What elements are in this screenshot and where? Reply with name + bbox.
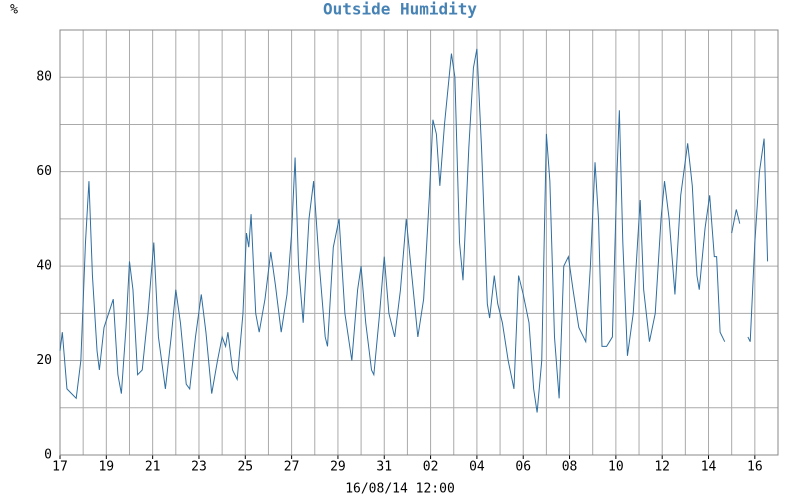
y-tick-label: 80 (36, 70, 52, 85)
x-tick-label: 21 (145, 460, 161, 475)
y-tick-label: 40 (36, 259, 52, 274)
y-tick-label: 20 (36, 353, 52, 368)
x-tick-label: 29 (330, 460, 346, 475)
x-tick-label: 23 (191, 460, 207, 475)
x-tick-label: 27 (284, 460, 300, 475)
x-tick-label: 02 (423, 460, 439, 475)
x-axis-label: 16/08/14 12:00 (345, 482, 455, 497)
x-tick-label: 04 (469, 460, 485, 475)
plot-frame (59, 29, 779, 456)
y-axis-label: % (10, 3, 18, 18)
x-tick-label: 17 (52, 460, 68, 475)
x-tick-label: 31 (376, 460, 392, 475)
x-tick-label: 19 (98, 460, 114, 475)
x-tick-label: 06 (515, 460, 531, 475)
x-tick-label: 10 (608, 460, 624, 475)
y-tick-label: 0 (44, 448, 52, 463)
x-tick-label: 16 (747, 460, 763, 475)
data-line (59, 48, 769, 413)
x-tick-label: 12 (654, 460, 670, 475)
chart-title: Outside Humidity (323, 0, 477, 19)
x-tick-label: 08 (562, 460, 578, 475)
y-tick-label: 60 (36, 164, 52, 179)
x-tick-label: 25 (237, 460, 253, 475)
x-tick-label: 14 (701, 460, 717, 475)
